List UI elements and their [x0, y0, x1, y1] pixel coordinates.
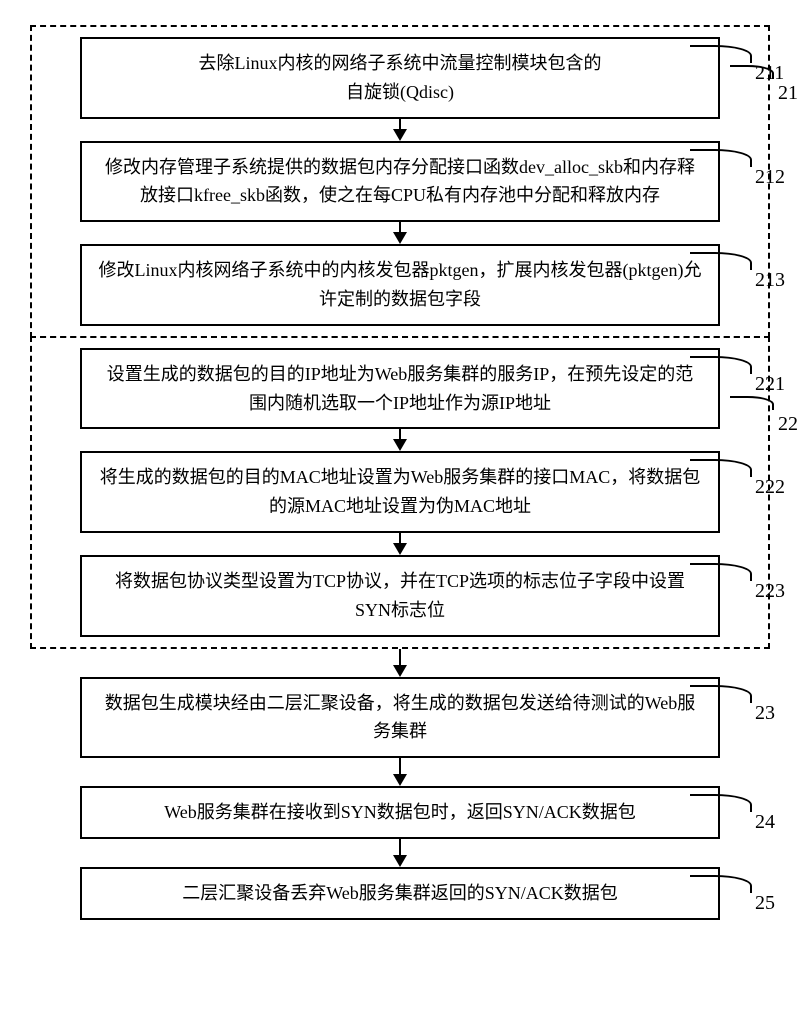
lead-25	[690, 875, 752, 893]
label-212: 212	[755, 166, 785, 189]
arrow	[46, 533, 754, 555]
label-221: 221	[755, 373, 785, 396]
label-24: 24	[755, 811, 775, 834]
lead-213	[690, 252, 752, 270]
lead-223	[690, 563, 752, 581]
step-222: 将生成的数据包的目的MAC地址设置为Web服务集群的接口MAC，将数据包的源MA…	[80, 451, 720, 533]
arrow	[46, 222, 754, 244]
step-25-text: 二层汇聚设备丢弃Web服务集群返回的SYN/ACK数据包	[182, 883, 618, 903]
arrow	[30, 758, 770, 786]
label-22: 22	[778, 413, 798, 436]
lead-24	[690, 794, 752, 812]
group-21: 去除Linux内核的网络子系统中流量控制模块包含的自旋锁(Qdisc) 修改内存…	[30, 25, 770, 338]
arrow	[46, 429, 754, 451]
arrow	[30, 649, 770, 677]
lead-22	[730, 396, 774, 410]
label-213: 213	[755, 269, 785, 292]
step-212: 修改内存管理子系统提供的数据包内存分配接口函数dev_alloc_skb和内存释…	[80, 141, 720, 223]
step-24-text: Web服务集群在接收到SYN数据包时，返回SYN/ACK数据包	[164, 802, 636, 822]
step-222-text: 将生成的数据包的目的MAC地址设置为Web服务集群的接口MAC，将数据包的源MA…	[100, 467, 701, 516]
arrow	[46, 119, 754, 141]
step-213-text: 修改Linux内核网络子系统中的内核发包器pktgen，扩展内核发包器(pktg…	[99, 260, 702, 309]
step-211: 去除Linux内核的网络子系统中流量控制模块包含的自旋锁(Qdisc)	[80, 37, 720, 119]
label-223: 223	[755, 580, 785, 603]
step-24: Web服务集群在接收到SYN数据包时，返回SYN/ACK数据包	[80, 786, 720, 839]
step-211-text: 去除Linux内核的网络子系统中流量控制模块包含的自旋锁(Qdisc)	[199, 53, 602, 102]
step-221-text: 设置生成的数据包的目的IP地址为Web服务集群的服务IP，在预先设定的范围内随机…	[107, 364, 694, 413]
lead-222	[690, 459, 752, 477]
label-25: 25	[755, 892, 775, 915]
step-23: 数据包生成模块经由二层汇聚设备，将生成的数据包发送给待测试的Web服务集群	[80, 677, 720, 759]
step-213: 修改Linux内核网络子系统中的内核发包器pktgen，扩展内核发包器(pktg…	[80, 244, 720, 326]
step-212-text: 修改内存管理子系统提供的数据包内存分配接口函数dev_alloc_skb和内存释…	[105, 157, 695, 206]
flowchart-container: 去除Linux内核的网络子系统中流量控制模块包含的自旋锁(Qdisc) 修改内存…	[30, 25, 770, 920]
group-22: 设置生成的数据包的目的IP地址为Web服务集群的服务IP，在预先设定的范围内随机…	[30, 336, 770, 649]
lead-211	[690, 45, 752, 63]
arrow	[30, 839, 770, 867]
step-25: 二层汇聚设备丢弃Web服务集群返回的SYN/ACK数据包	[80, 867, 720, 920]
step-23-text: 数据包生成模块经由二层汇聚设备，将生成的数据包发送给待测试的Web服务集群	[105, 693, 696, 742]
step-221: 设置生成的数据包的目的IP地址为Web服务集群的服务IP，在预先设定的范围内随机…	[80, 348, 720, 430]
label-23: 23	[755, 702, 775, 725]
lead-23	[690, 685, 752, 703]
label-21: 21	[778, 82, 798, 105]
step-223: 将数据包协议类型设置为TCP协议，并在TCP选项的标志位子字段中设置SYN标志位	[80, 555, 720, 637]
lead-21	[730, 65, 774, 79]
step-223-text: 将数据包协议类型设置为TCP协议，并在TCP选项的标志位子字段中设置SYN标志位	[115, 571, 685, 620]
label-222: 222	[755, 476, 785, 499]
